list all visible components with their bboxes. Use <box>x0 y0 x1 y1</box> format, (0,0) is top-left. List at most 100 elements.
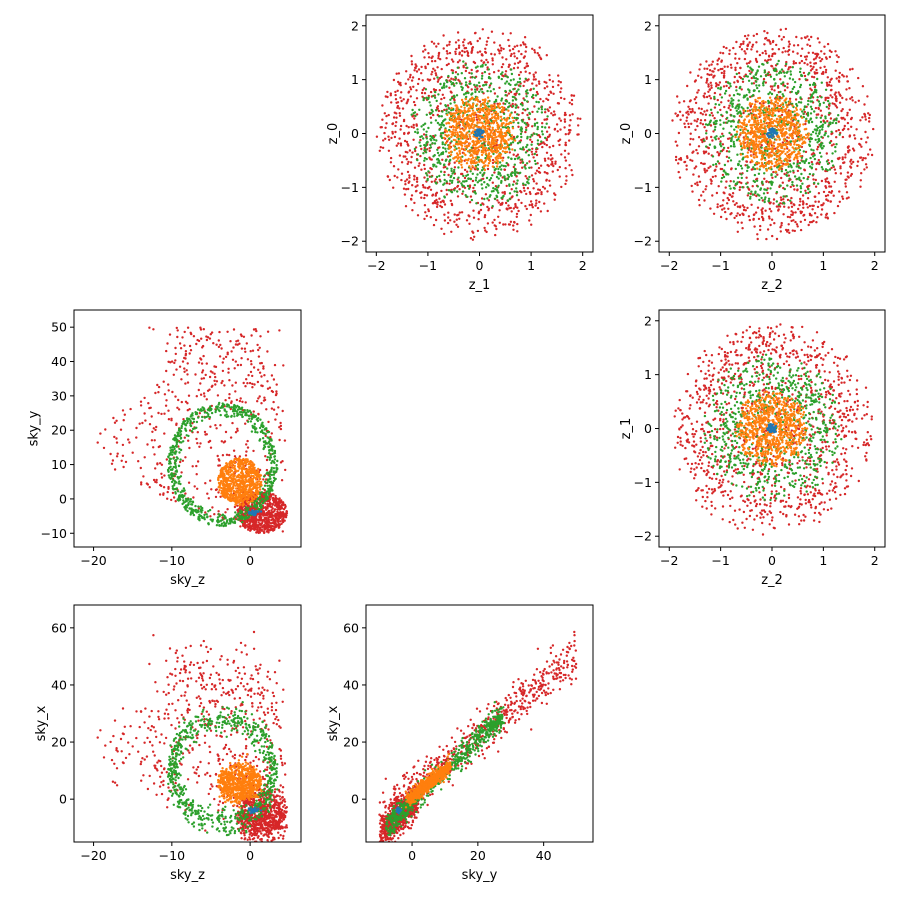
scatter-point <box>415 113 419 116</box>
scatter-point <box>504 89 507 93</box>
scatter-point <box>795 108 798 112</box>
scatter-point <box>515 194 519 197</box>
scatter-point <box>504 140 507 143</box>
scatter-point <box>833 211 836 215</box>
scatter-point <box>537 170 541 174</box>
scatter-point <box>509 54 513 58</box>
scatter-point <box>779 103 783 107</box>
scatter-point <box>501 159 504 162</box>
scatter-point <box>758 168 761 171</box>
scatter-point <box>770 101 773 105</box>
scatter-point <box>458 150 461 153</box>
scatter-point <box>687 122 690 126</box>
scatter-point <box>466 66 469 70</box>
scatter-point <box>457 139 460 143</box>
scatter-point <box>746 109 749 113</box>
scatter-point <box>818 129 821 132</box>
scatter-point <box>824 117 827 120</box>
scatter-point <box>448 137 451 140</box>
scatter-point <box>864 115 867 118</box>
scatter-point <box>745 136 748 140</box>
scatter-point <box>785 60 788 64</box>
scatter-point <box>482 114 485 117</box>
scatter-point <box>413 117 416 120</box>
scatter-point <box>515 90 518 93</box>
scatter-point <box>742 119 746 123</box>
scatter-point <box>807 38 811 41</box>
scatter-point <box>457 118 460 121</box>
scatter-point <box>703 110 706 113</box>
scatter-point <box>476 173 479 176</box>
scatter-point <box>470 146 473 149</box>
scatter-point <box>846 111 849 115</box>
scatter-point <box>456 61 460 64</box>
scatter-point <box>396 176 399 179</box>
scatter-point <box>487 209 490 212</box>
scatter-point <box>557 84 560 87</box>
scatter-point <box>702 139 706 142</box>
scatter-point <box>693 111 696 114</box>
scatter-point <box>716 151 719 154</box>
scatter-point <box>409 86 412 89</box>
scatter-point <box>472 140 475 144</box>
scatter-point <box>723 92 727 95</box>
scatter-point <box>689 137 692 141</box>
scatter-point <box>762 166 765 169</box>
scatter-point <box>718 81 722 84</box>
scatter-point <box>699 111 702 115</box>
scatter-point <box>820 135 823 139</box>
scatter-point <box>783 187 786 191</box>
scatter-point <box>795 35 798 39</box>
scatter-point <box>531 82 534 85</box>
scatter-point <box>759 120 763 124</box>
scatter-point <box>799 54 803 58</box>
scatter-point <box>424 88 428 91</box>
scatter-point <box>789 143 792 147</box>
scatter-point <box>727 156 731 159</box>
scatter-point <box>727 106 730 110</box>
scatter-point <box>839 94 842 98</box>
scatter-point <box>545 122 548 125</box>
scatter-point <box>502 164 505 168</box>
scatter-point <box>543 202 546 205</box>
scatter-point <box>501 196 504 199</box>
scatter-point <box>805 119 808 123</box>
scatter-point <box>810 166 814 169</box>
scatter-point <box>800 37 803 40</box>
scatter-point <box>551 85 555 89</box>
scatter-point <box>749 197 752 200</box>
scatter-point <box>779 131 783 135</box>
scatter-point <box>421 184 425 187</box>
scatter-point <box>723 70 726 73</box>
scatter-point <box>554 162 557 165</box>
scatter-point <box>395 144 398 147</box>
scatter-point <box>483 214 487 217</box>
scatter-point <box>506 127 510 130</box>
scatter-point <box>484 122 487 126</box>
scatter-point <box>817 200 820 203</box>
scatter-point <box>827 125 830 128</box>
scatter-point <box>464 97 468 101</box>
scatter-point <box>457 46 461 49</box>
scatter-point <box>770 154 774 157</box>
scatter-point <box>539 97 542 101</box>
scatter-point <box>478 37 482 40</box>
scatter-point <box>831 96 834 99</box>
scatter-point <box>501 150 505 153</box>
scatter-point <box>859 119 862 122</box>
scatter-point <box>416 131 420 134</box>
scatter-point <box>757 172 761 175</box>
scatter-point <box>816 148 819 151</box>
scatter-point <box>412 126 415 129</box>
scatter-point <box>437 52 441 56</box>
scatter-point <box>430 121 433 124</box>
scatter-point <box>765 237 768 241</box>
scatter-point <box>786 82 789 86</box>
scatter-point <box>525 126 528 129</box>
scatter-point <box>513 116 516 120</box>
scatter-point <box>399 124 403 128</box>
scatter-point <box>486 127 490 131</box>
scatter-point <box>816 77 819 81</box>
scatter-point <box>764 196 767 199</box>
scatter-point <box>828 190 831 194</box>
